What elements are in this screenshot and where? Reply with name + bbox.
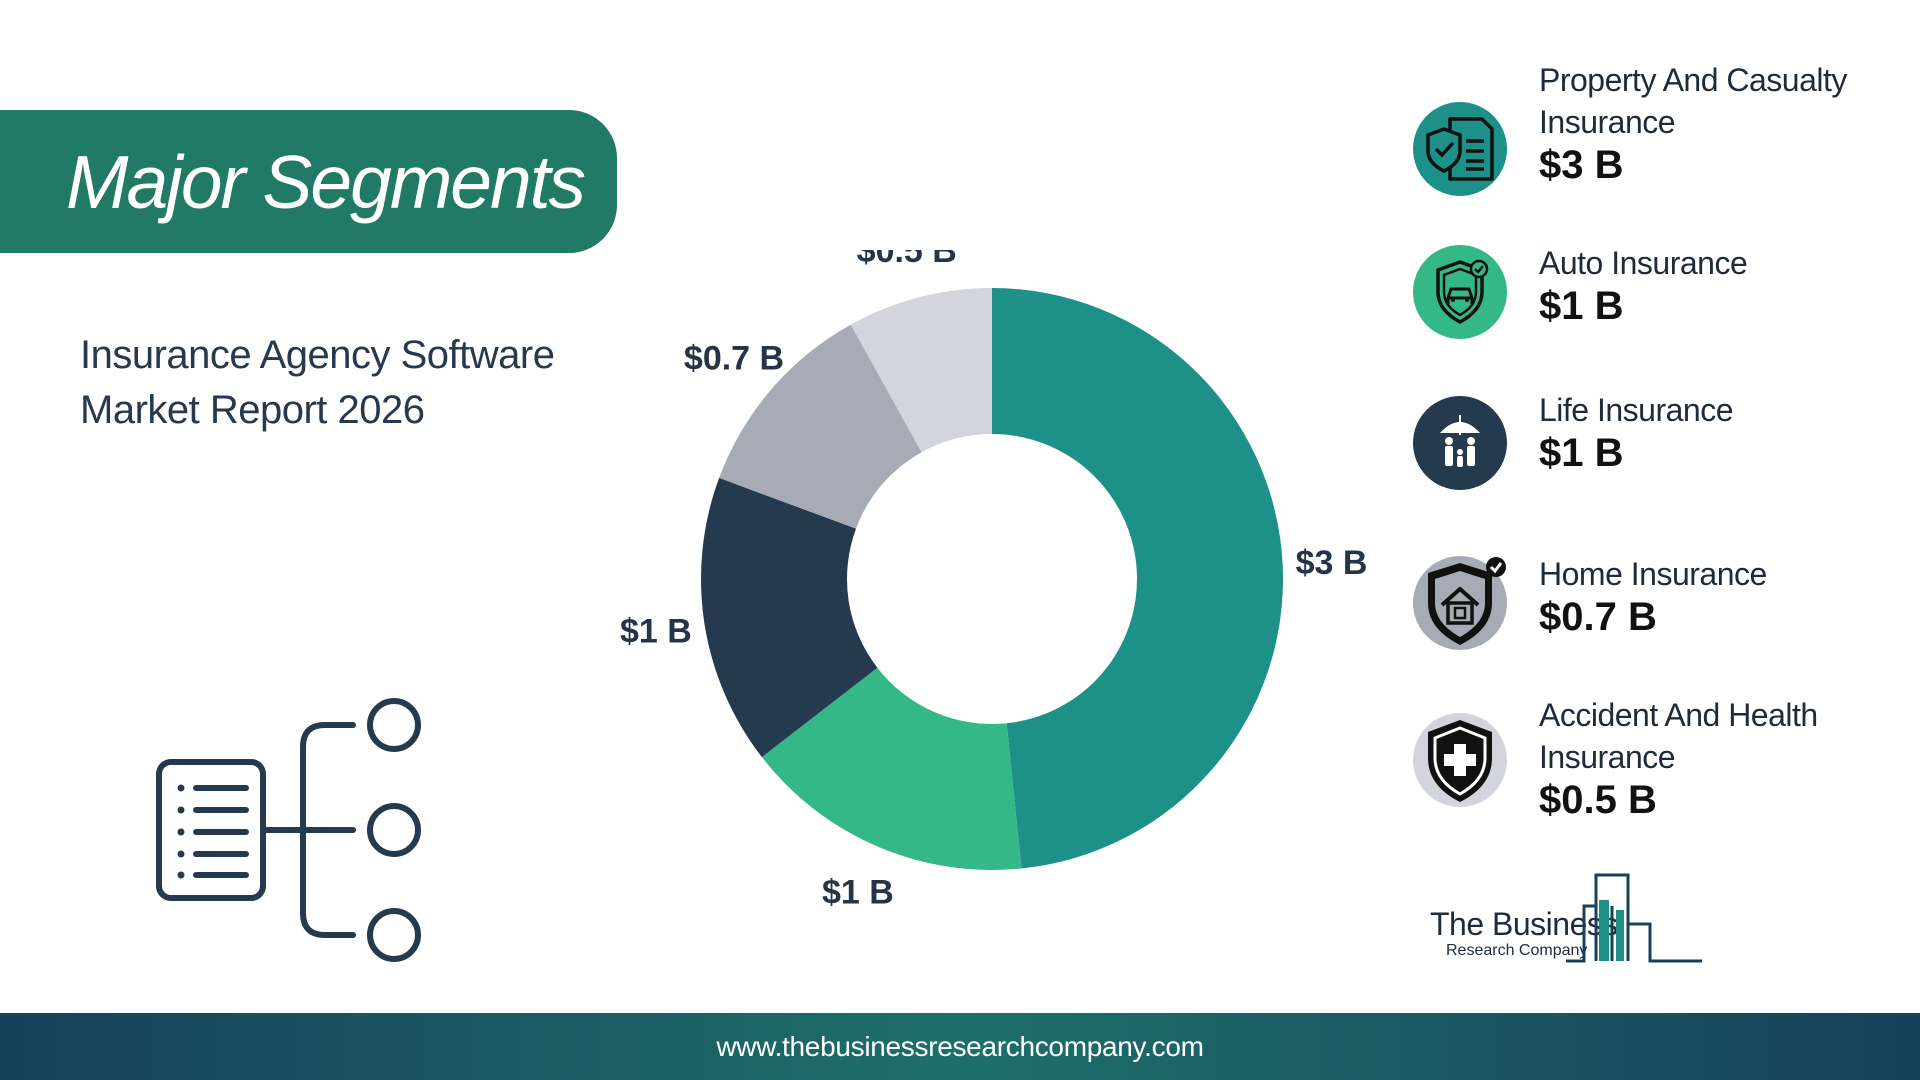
page-title: Major Segments: [66, 139, 586, 224]
donut-chart: $3 B $1 B $1 B $0.7 B $0.5 B: [620, 250, 1367, 911]
report-title-line-2: Market Report 2026: [80, 388, 425, 432]
legend-item-property-casualty: Property And Casualty Insurance $3 B: [1410, 59, 1910, 196]
donut-slice-3: [719, 324, 922, 529]
legend-item-accident-health: Accident And Health Insurance $0.5 B: [1410, 694, 1910, 822]
document-shield-icon: [1413, 102, 1507, 196]
donut-slice-4: [850, 288, 992, 453]
slice-value-label-3: $0.7 B: [684, 340, 784, 378]
legend-value: $3 B: [1539, 143, 1624, 187]
website-link[interactable]: www.thebusinessresearchcompany.com: [716, 1030, 1204, 1062]
report-title: Insurance Agency Software Market Report …: [80, 328, 600, 438]
legend-value: $1 B: [1539, 431, 1624, 475]
donut-slice-0: [992, 288, 1283, 869]
legend-name-line-1: Accident And Health: [1539, 697, 1818, 733]
logo-buildings-icon: [1566, 873, 1702, 963]
legend-name-line-1: Home Insurance: [1539, 556, 1767, 592]
health-shield-icon: [1413, 713, 1507, 807]
legend-name-line-1: Life Insurance: [1539, 392, 1734, 428]
title-banner: Major Segments: [0, 110, 617, 253]
legend-name-line-2: Insurance: [1539, 104, 1676, 140]
logo-subtitle: Research Company: [1446, 942, 1588, 959]
family-umbrella-icon: [1413, 396, 1507, 490]
legend-name-line-2: Insurance: [1539, 739, 1676, 775]
legend-item-life: Life Insurance $1 B: [1410, 389, 1910, 499]
legend-value: $0.7 B: [1539, 595, 1657, 639]
legend-item-auto: Auto Insurance $1 B: [1410, 242, 1910, 352]
slice-value-label-1: $1 B: [822, 873, 894, 911]
slice-value-label-0: $3 B: [1296, 544, 1368, 582]
segment-tree-icon: [156, 698, 421, 962]
slice-value-label-4: $0.5 B: [857, 250, 957, 270]
donut-slice-1: [761, 667, 1022, 870]
donut-slice-2: [701, 477, 878, 758]
legend-name-line-1: Auto Insurance: [1539, 245, 1748, 281]
legend-name-line-1: Property And Casualty: [1539, 62, 1847, 98]
logo-name: The Business: [1430, 906, 1618, 942]
donut-labels: $3 B $1 B $1 B $0.7 B $0.5 B: [620, 250, 1367, 911]
footer: www.thebusinessresearchcompany.com: [0, 1013, 1920, 1080]
donut-slices: [701, 288, 1283, 870]
slice-value-label-2: $1 B: [620, 612, 692, 650]
report-title-line-1: Insurance Agency Software: [80, 333, 555, 377]
home-shield-icon: [1413, 556, 1507, 650]
car-shield-icon: [1413, 245, 1507, 339]
legend-value: $1 B: [1539, 284, 1624, 328]
legend-value: $0.5 B: [1539, 778, 1657, 822]
legend-item-home: Home Insurance $0.7 B: [1410, 553, 1910, 663]
